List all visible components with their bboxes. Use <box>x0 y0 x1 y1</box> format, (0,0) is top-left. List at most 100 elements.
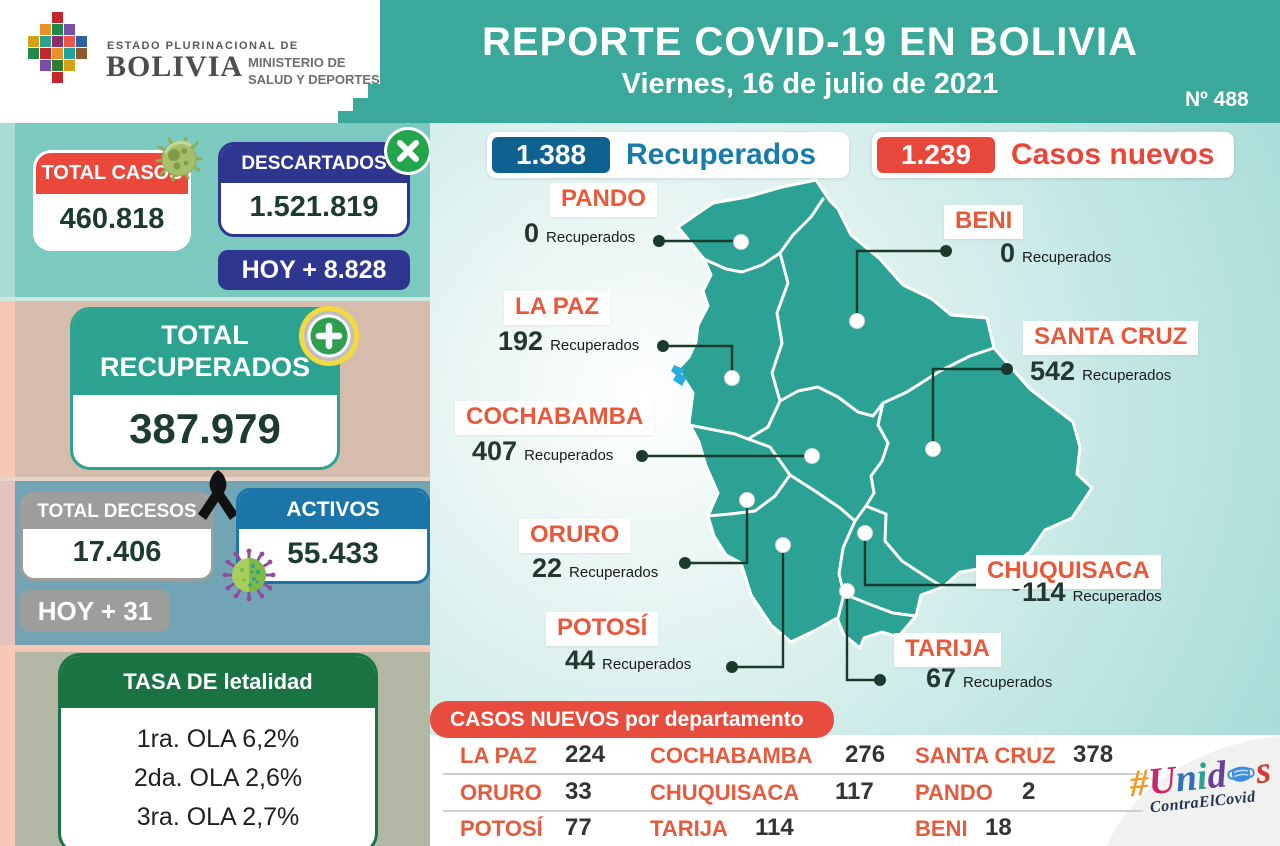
page-title: REPORTE COVID-19 EN BOLIVIA <box>482 20 1138 64</box>
bolivia-coat-of-arms-icon <box>28 12 87 83</box>
map-leader-lines <box>642 239 1016 682</box>
new-cases-table-title: CASOS NUEVOS por departamento <box>430 701 834 738</box>
dept-count-cochabamba: 407 Recuperados <box>472 436 614 466</box>
bolivia-map <box>636 178 1094 686</box>
dept-count-lapaz: 192 Recuperados <box>498 326 640 356</box>
table-dept: BENI <box>915 816 968 841</box>
logo-panel-step <box>0 111 338 123</box>
map-dot-beni <box>849 313 865 329</box>
sidebar-accent-strip <box>0 301 15 477</box>
lethality-rate-label: TASA DE letalidad <box>61 656 375 708</box>
dept-count-potosi: 44 Recuperados <box>565 645 692 675</box>
table-value: 18 <box>985 814 1012 841</box>
new-cases-badge-label: Casos nuevos <box>1011 138 1215 171</box>
total-deaths-card: TOTAL DECESOS 17.406 <box>20 492 214 581</box>
map-dot-chuquisaca <box>857 525 873 541</box>
table-value: 2 <box>1022 778 1036 805</box>
recovered-badge-label: Recuperados <box>626 138 817 171</box>
total-recovered-label: TOTAL RECUPERADOS <box>73 310 337 395</box>
total-recovered-card: TOTAL RECUPERADOS 387.979 <box>70 307 340 470</box>
recovered-badge-value: 1.388 <box>492 137 610 173</box>
dept-count-oruro: 22 Recuperados <box>532 553 659 583</box>
lake-titicaca <box>671 365 687 386</box>
active-cases-card: ACTIVOS 55.433 <box>236 488 430 584</box>
logo-ministry-text: MINISTERIO DE SALUD Y DEPORTES <box>248 55 380 87</box>
dept-count-tarija: 67 Recuperados <box>926 663 1053 693</box>
virus-icon <box>155 136 203 182</box>
new-cases-badge: 1.239 Casos nuevos <box>872 132 1234 178</box>
table-dept: TARIJA <box>650 816 728 841</box>
table-dept: LA PAZ <box>460 743 537 768</box>
table-value: 224 <box>565 741 606 768</box>
dept-label-oruro: ORURO <box>519 519 631 553</box>
recovered-badge: 1.388 Recuperados <box>487 132 849 178</box>
unidos-contra-el-covid-logo: #Unid s ContraElCovid <box>1114 749 1280 820</box>
table-value: 33 <box>565 778 592 805</box>
sidebar-accent-strip <box>0 652 15 846</box>
dept-label-santacruz: SANTA CRUZ <box>1023 321 1199 355</box>
table-dept: POTOSÍ <box>460 816 543 841</box>
map-dot-santacruz <box>925 441 941 457</box>
discarded-card: DESCARTADOS 1.521.819 <box>218 142 410 237</box>
total-deaths-value: 17.406 <box>72 536 162 568</box>
coronavirus-icon <box>222 548 276 602</box>
table-value: 117 <box>835 778 874 805</box>
logo-estado-text: ESTADO PLURINACIONAL DE <box>107 40 299 52</box>
x-mark-icon <box>384 127 432 175</box>
table-dept: COCHABAMBA <box>650 743 813 768</box>
logo-panel-step <box>0 98 353 111</box>
table-value: 378 <box>1073 741 1114 768</box>
map-dot-cochabamba <box>804 448 820 464</box>
map-dot-pando <box>733 234 749 250</box>
map-department-borders <box>687 197 996 620</box>
dept-label-pando: PANDO <box>550 183 657 217</box>
plus-circle-icon <box>299 306 359 366</box>
total-deaths-label: TOTAL DECESOS <box>23 495 211 529</box>
sidebar-accent-strip <box>0 123 15 297</box>
dept-count-beni: 0 Recuperados <box>1000 238 1112 268</box>
total-recovered-value: 387.979 <box>129 404 281 452</box>
new-cases-badge-value: 1.239 <box>877 137 995 173</box>
dept-label-tarija: TARIJA <box>894 633 1001 667</box>
discarded-label: DESCARTADOS <box>221 145 407 183</box>
report-number: Nº 488 <box>1185 88 1249 111</box>
logo-panel <box>0 0 380 84</box>
table-dept: CHUQUISACA <box>650 780 800 805</box>
section-divider <box>0 645 430 652</box>
table-divider <box>443 773 1143 775</box>
report-date: Viernes, 16 de julio de 2021 <box>621 68 999 100</box>
total-cases-value: 460.818 <box>59 203 165 235</box>
sidebar-accent-strip <box>0 481 15 645</box>
lethality-wave-2: 2da. OLA 2,6% <box>133 763 303 792</box>
dept-label-beni: BENI <box>944 205 1024 239</box>
table-dept: SANTA CRUZ <box>915 743 1056 768</box>
dept-label-potosi: POTOSÍ <box>546 612 659 646</box>
dept-count-santacruz: 542 Recuperados <box>1030 356 1172 386</box>
table-value: 276 <box>845 741 886 768</box>
lethality-wave-1: 1ra. OLA 6,2% <box>136 725 300 753</box>
table-dept: ORURO <box>460 780 542 805</box>
face-mask-icon <box>1227 766 1255 782</box>
table-dept: PANDO <box>915 780 993 805</box>
map-region-dots <box>724 234 941 599</box>
map-dot-lapaz <box>724 370 740 386</box>
discarded-today-badge: HOY + 8.828 <box>218 250 410 290</box>
logo-panel-step <box>0 84 368 98</box>
map-dot-oruro <box>739 492 755 508</box>
discarded-value: 1.521.819 <box>249 191 379 223</box>
dept-label-chuquisaca: CHUQUISACA <box>976 555 1161 589</box>
dept-count-pando: 0 Recuperados <box>524 218 636 248</box>
dept-label-cochabamba: COCHABAMBA <box>455 401 655 435</box>
active-cases-value: 55.433 <box>287 537 379 570</box>
lethality-wave-3: 3ra. OLA 2,7% <box>136 802 300 831</box>
mourning-ribbon-icon <box>198 470 238 520</box>
deaths-today-badge: HOY + 31 <box>20 590 170 632</box>
logo-country-text: BOLIVIA <box>106 50 244 83</box>
table-value: 77 <box>565 814 592 841</box>
dept-label-lapaz: LA PAZ <box>504 291 610 325</box>
section-divider <box>0 297 430 301</box>
table-divider <box>443 810 1143 812</box>
lethality-rate-card: TASA DE letalidad 1ra. OLA 6,2% 2da. OLA… <box>58 653 378 846</box>
active-cases-label: ACTIVOS <box>239 491 427 529</box>
